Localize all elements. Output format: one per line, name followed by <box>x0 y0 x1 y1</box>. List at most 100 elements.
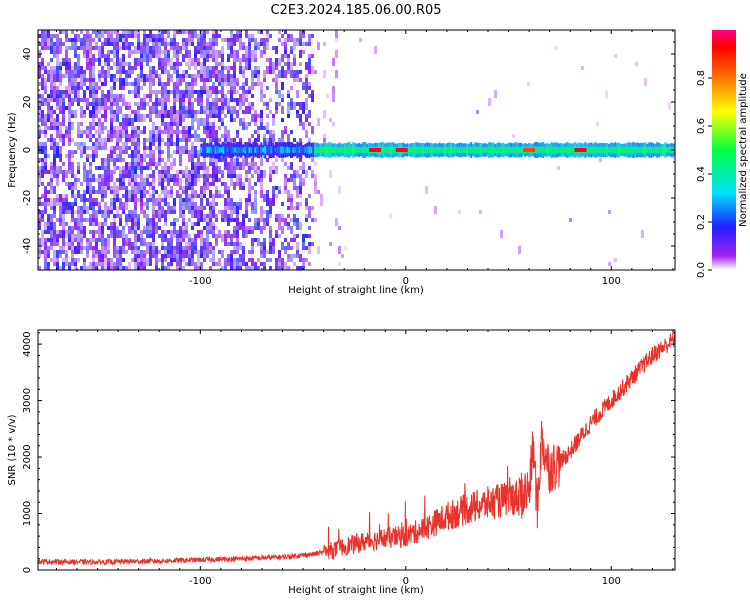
spectrogram-cell <box>161 66 164 70</box>
spectrogram-cell <box>80 210 83 214</box>
spectrogram-cell <box>101 46 104 54</box>
spectrogram-cell <box>89 114 92 118</box>
spectrogram-cell <box>305 98 308 106</box>
spectrogram-cell <box>488 98 491 106</box>
spectrogram-cell <box>206 94 209 98</box>
spectrogram-cell <box>254 238 257 242</box>
spectrogram-cell <box>134 138 137 142</box>
spectrogram-cell <box>125 198 128 202</box>
spectrogram-cell <box>176 246 179 254</box>
spectrogram-cell <box>98 186 101 190</box>
spectrogram-cell <box>176 86 179 94</box>
spectrogram-cell <box>149 110 152 114</box>
band-core <box>474 146 477 154</box>
spectrogram-cell <box>224 266 227 270</box>
spectrogram-cell <box>263 94 266 98</box>
spectrogram-cell <box>167 138 170 142</box>
spectrogram-cell <box>80 82 83 90</box>
spectrogram-cell <box>155 38 158 46</box>
spectrogram-cell <box>149 106 152 110</box>
band-core <box>412 146 415 154</box>
spectrogram-cell <box>62 250 65 254</box>
spectrogram-cell <box>47 202 50 206</box>
spectrogram-cell <box>41 110 44 118</box>
spectrogram-cell <box>224 78 227 86</box>
spectrogram-cell <box>221 250 224 258</box>
spectrogram-cell <box>137 90 140 94</box>
spectrogram-cell <box>200 234 203 242</box>
spectrogram-cell <box>233 58 236 62</box>
spectrogram-cell <box>248 194 251 202</box>
spectrogram-cell <box>44 102 47 106</box>
spectrogram-cell <box>137 254 140 258</box>
spectrogram-cell <box>71 182 74 186</box>
spectrogram-cell <box>110 126 113 134</box>
spectrogram-cell <box>218 138 221 142</box>
spectrogram-cell <box>194 170 197 174</box>
spectrogram-cell <box>197 122 200 126</box>
spectrogram-cell <box>203 258 206 262</box>
spectrogram-cell <box>257 222 260 230</box>
spectrogram-cell <box>224 258 227 266</box>
band-core <box>382 146 385 154</box>
spectrogram-cell <box>197 126 200 130</box>
spectrogram-cell <box>59 30 62 34</box>
spectrogram-cell <box>299 62 302 66</box>
spectrogram-cell <box>230 206 233 210</box>
spectrogram-cell <box>188 198 191 206</box>
spectrogram-cell <box>119 122 122 126</box>
spectrogram-cell <box>146 78 149 82</box>
spectrogram-cell <box>227 138 230 142</box>
spectrogram-cell <box>242 70 245 78</box>
spectrogram-cell <box>92 202 95 210</box>
spectrogram-cell <box>110 122 113 126</box>
spectrogram-cell <box>47 118 50 122</box>
spectrogram-cell <box>158 174 161 182</box>
spectrogram-cell <box>299 166 302 170</box>
spectrogram-cell <box>44 266 47 270</box>
spectrogram-cell <box>173 158 176 166</box>
spectrogram-cell <box>113 250 116 254</box>
spectrogram-cell <box>269 34 272 38</box>
spectrogram-cell <box>197 250 200 254</box>
spectrogram-cell <box>251 78 254 82</box>
spectrogram-cell <box>107 94 110 102</box>
spectrogram-cell <box>308 82 311 86</box>
spectrogram-cell <box>122 186 125 190</box>
spectrogram-cell <box>41 238 44 246</box>
spectrogram-cell <box>245 202 248 210</box>
spectrogram-cell <box>173 90 176 98</box>
spectrogram-cell <box>272 114 275 118</box>
spectrogram-cell <box>284 50 287 54</box>
band-core <box>468 147 471 153</box>
spectrogram-cell <box>230 110 233 114</box>
spectrogram-cell <box>140 86 143 90</box>
spectrogram-cell <box>215 218 218 222</box>
spectrogram-cell <box>158 66 161 70</box>
spectrogram-cell <box>314 178 317 186</box>
spectrogram-cell <box>89 162 92 166</box>
spectrogram-cell <box>281 134 284 142</box>
spectrogram-cell <box>233 226 236 230</box>
spectrogram-cell <box>86 58 89 62</box>
spectrogram-cell <box>80 30 83 34</box>
spectrogram-cell <box>137 154 140 158</box>
spectrogram-cell <box>230 254 233 262</box>
spectrogram-cell <box>218 210 221 214</box>
spectrogram-cell <box>218 178 221 182</box>
spectrogram-cell <box>188 182 191 186</box>
spectrogram-cell <box>275 170 278 174</box>
spectrogram-cell <box>104 186 107 194</box>
spectrogram-cell <box>206 218 209 222</box>
spectrogram-cell <box>98 234 101 238</box>
band-core <box>626 146 629 154</box>
spectrogram-cell <box>218 250 221 254</box>
spectrogram-cell <box>152 38 155 42</box>
spectrogram-cell <box>98 142 101 146</box>
spectrogram-cell <box>104 98 107 106</box>
spectrogram-cell <box>287 114 290 118</box>
spectrogram-cell <box>62 138 65 142</box>
spectrogram-cell <box>47 34 50 38</box>
spectrogram-cell <box>266 86 269 90</box>
spectrogram-cell <box>101 66 104 74</box>
